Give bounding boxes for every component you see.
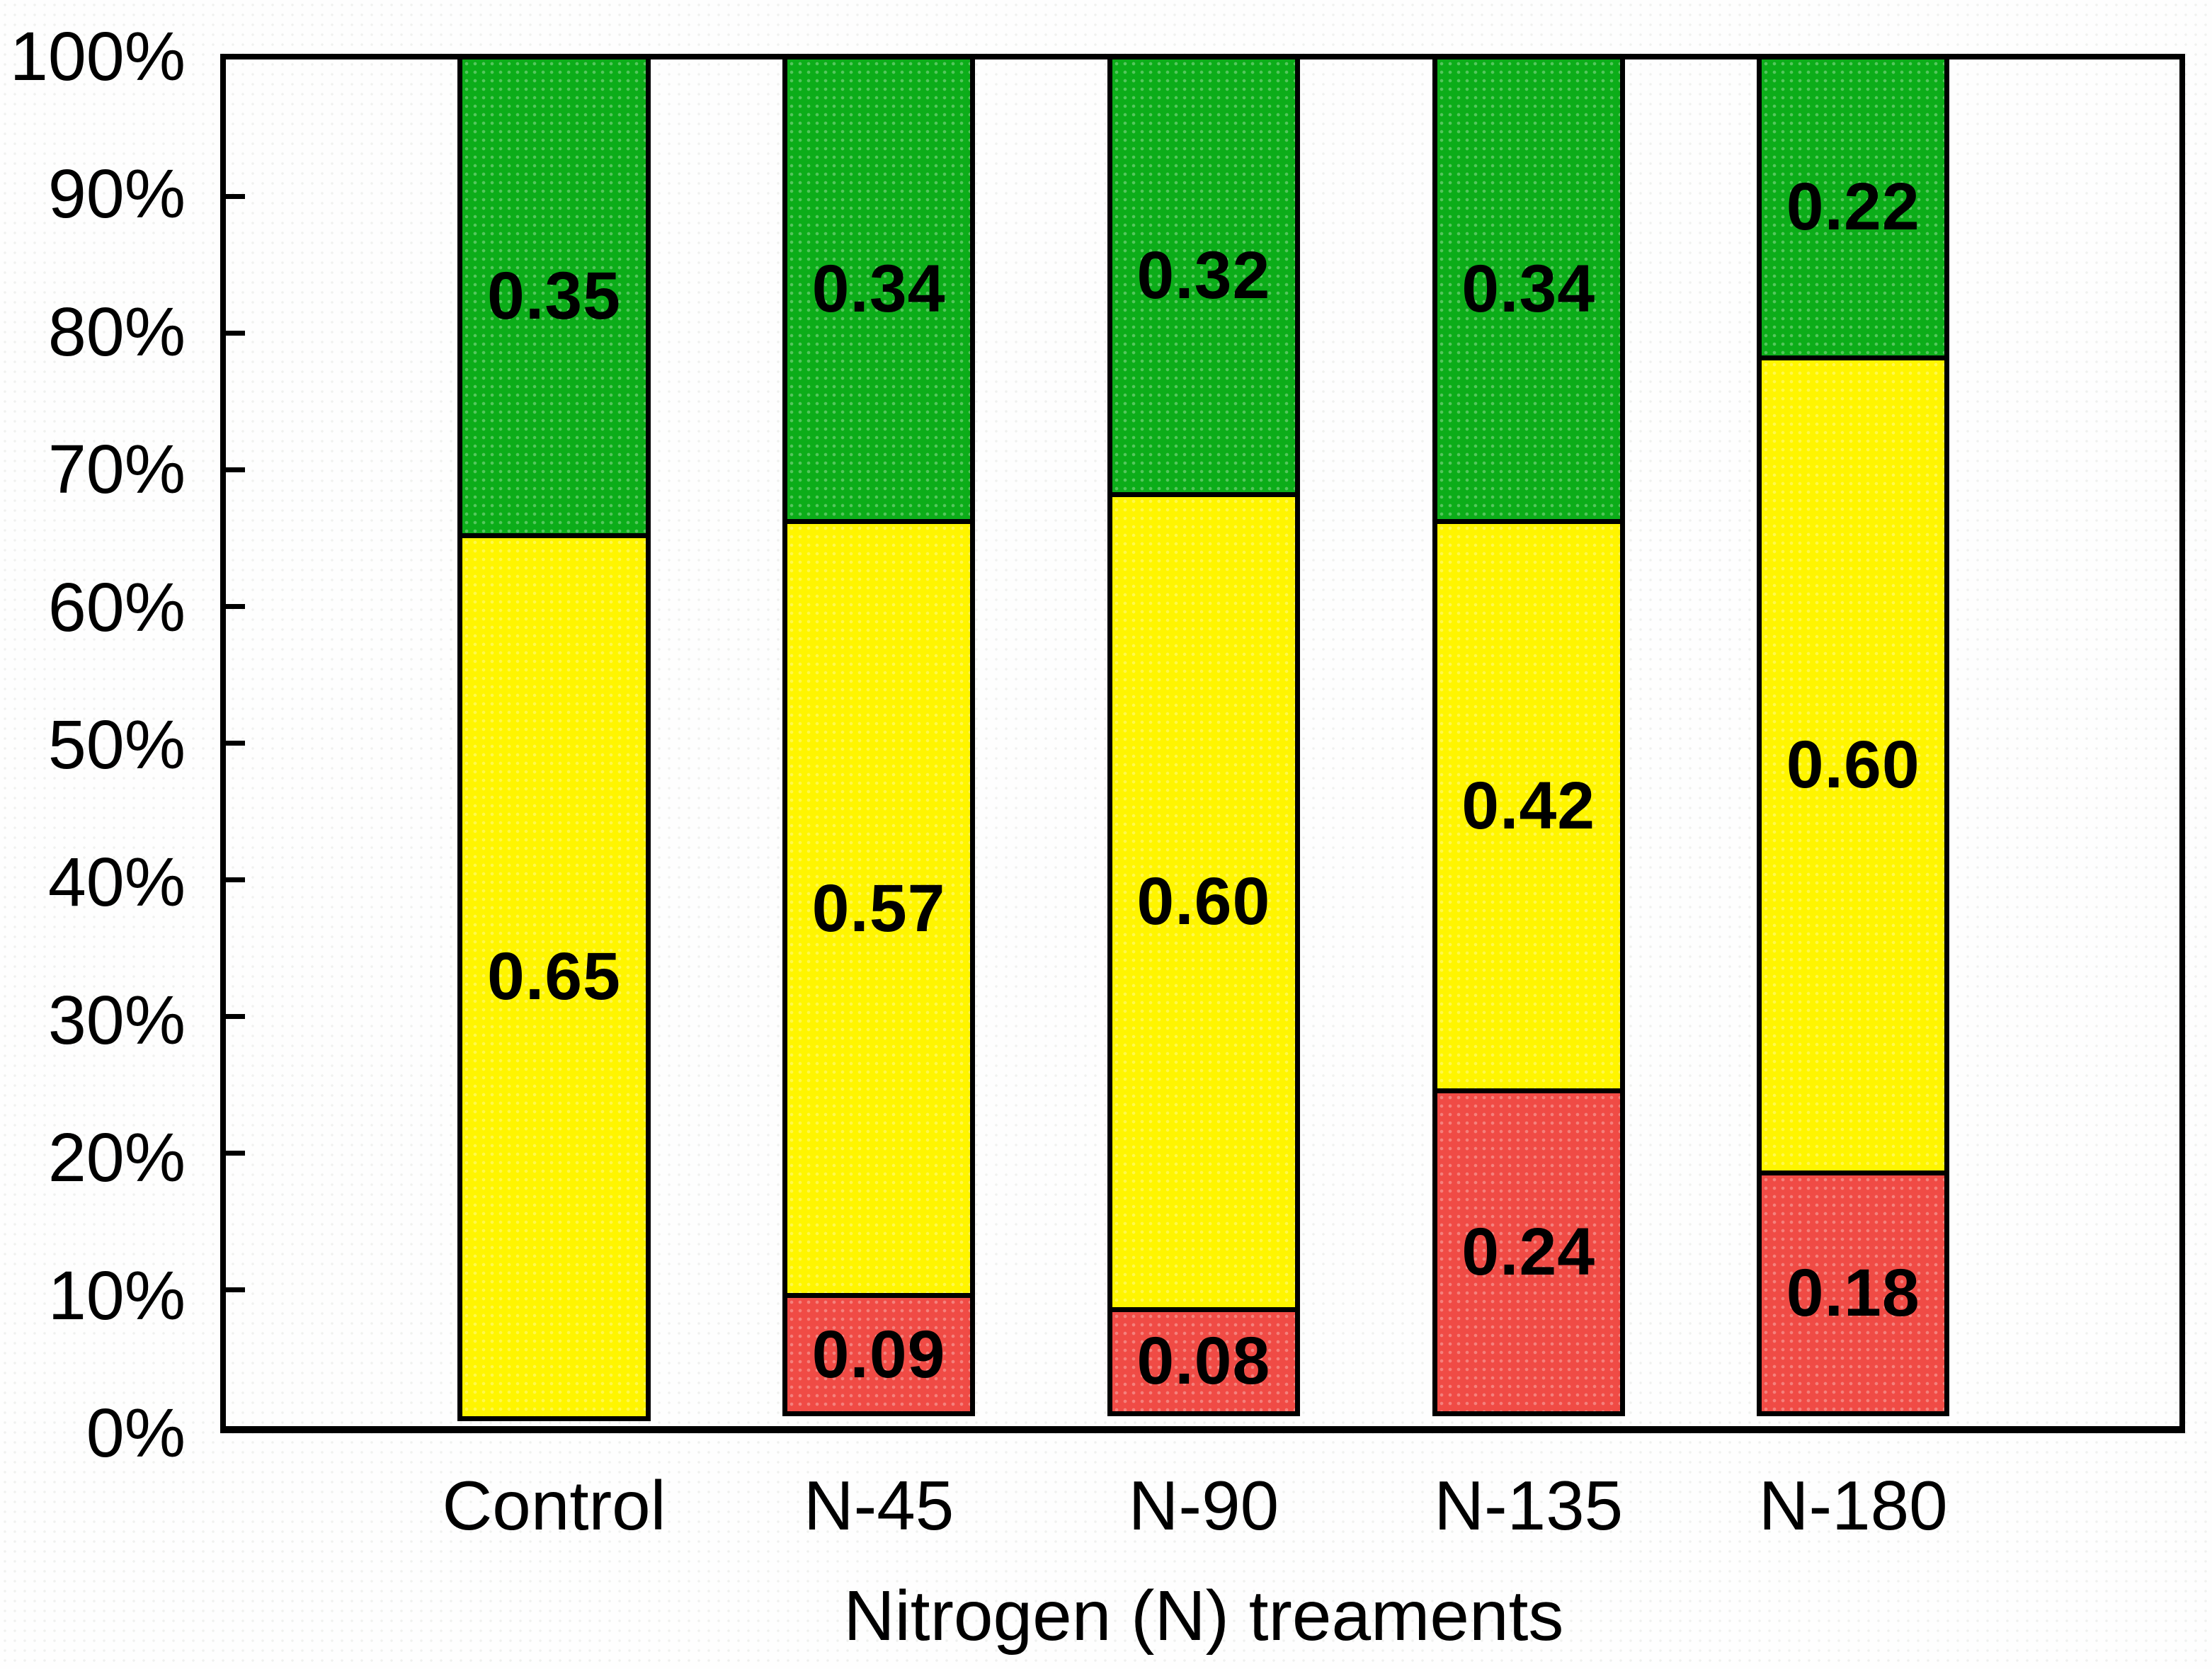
y-tick-label: 30%: [47, 981, 186, 1059]
segment-value-label: 0.65: [487, 939, 621, 1015]
bar-segment-yellow-middle-segment-n-45: 0.57: [782, 519, 976, 1299]
plot-area: 0.35 0.65 0.34 0.57 0.09 0.32 0.60 0.08 0.34 0.42…: [220, 54, 2185, 1433]
bar-n-180: 0.22 0.60 0.18: [1757, 59, 1950, 1426]
y-tick-label: 10%: [47, 1256, 186, 1334]
y-tick-label: 60%: [47, 568, 186, 646]
x-category-label-n-90: N-90: [1128, 1466, 1279, 1544]
y-tick-mark: [226, 1150, 245, 1156]
y-tick-mark: [226, 330, 245, 336]
bar-segment-yellow-middle-segment-n-180: 0.60: [1757, 355, 1950, 1175]
y-tick-label: 100%: [9, 18, 186, 95]
bar-segment-yellow-middle-segment-n-90: 0.60: [1107, 491, 1301, 1312]
segment-value-label: 0.35: [487, 258, 621, 334]
segment-value-label: 0.34: [1461, 251, 1596, 327]
bar-segment-red-bottom-segment-n-90: 0.08: [1107, 1306, 1301, 1416]
segment-value-label: 0.24: [1461, 1214, 1596, 1289]
y-tick-mark: [226, 603, 245, 609]
segment-value-label: 0.60: [1786, 727, 1920, 803]
x-category-label-n-180: N-180: [1758, 1466, 1948, 1544]
segment-value-label: 0.57: [811, 870, 946, 946]
bar-n-135: 0.34 0.42 0.24: [1432, 59, 1625, 1426]
y-tick-label: 0%: [86, 1394, 186, 1471]
bar-segment-green-top-segment-control: 0.35: [457, 59, 651, 538]
bar-segment-green-top-segment-n-180: 0.22: [1757, 59, 1950, 360]
bar-segment-green-top-segment-n-90: 0.32: [1107, 59, 1301, 497]
segment-value-label: 0.34: [811, 251, 946, 327]
segment-value-label: 0.22: [1786, 169, 1920, 245]
y-tick-label: 80%: [47, 292, 186, 370]
bar-segment-red-bottom-segment-n-135: 0.24: [1432, 1088, 1625, 1416]
y-tick-mark: [226, 877, 245, 882]
bar-control: 0.35 0.65: [457, 59, 651, 1426]
segment-value-label: 0.60: [1136, 864, 1271, 940]
y-tick-label: 70%: [47, 431, 186, 508]
bar-segment-red-bottom-segment-n-45: 0.09: [782, 1293, 976, 1416]
segment-value-label: 0.08: [1136, 1323, 1271, 1399]
bar-segment-green-top-segment-n-45: 0.34: [782, 59, 976, 525]
segment-value-label: 0.09: [811, 1316, 946, 1392]
bar-segment-green-top-segment-n-135: 0.34: [1432, 59, 1625, 525]
y-tick-mark: [226, 740, 245, 746]
x-category-label-n-135: N-135: [1434, 1466, 1624, 1544]
bar-n-90: 0.32 0.60 0.08: [1107, 59, 1301, 1426]
bar-segment-yellow-middle-segment-control: 0.65: [457, 532, 651, 1421]
x-category-label-n-45: N-45: [803, 1466, 954, 1544]
y-tick-label: 50%: [47, 706, 186, 783]
segment-value-label: 0.42: [1461, 768, 1596, 843]
x-axis-title: Nitrogen (N) treaments: [843, 1576, 1564, 1656]
segment-value-label: 0.18: [1786, 1255, 1920, 1331]
y-tick-label: 90%: [47, 155, 186, 233]
segment-value-label: 0.32: [1136, 237, 1271, 313]
y-tick-mark: [226, 193, 245, 199]
y-tick-mark: [226, 467, 245, 472]
bar-n-45: 0.34 0.57 0.09: [782, 59, 976, 1426]
y-tick-mark: [226, 1287, 245, 1292]
y-tick-mark: [226, 1013, 245, 1019]
y-tick-label: 20%: [47, 1119, 186, 1197]
y-tick-label: 40%: [47, 843, 186, 921]
bar-segment-yellow-middle-segment-n-135: 0.42: [1432, 519, 1625, 1093]
bar-segment-red-bottom-segment-n-180: 0.18: [1757, 1170, 1950, 1416]
x-category-label-control: Control: [442, 1466, 666, 1544]
